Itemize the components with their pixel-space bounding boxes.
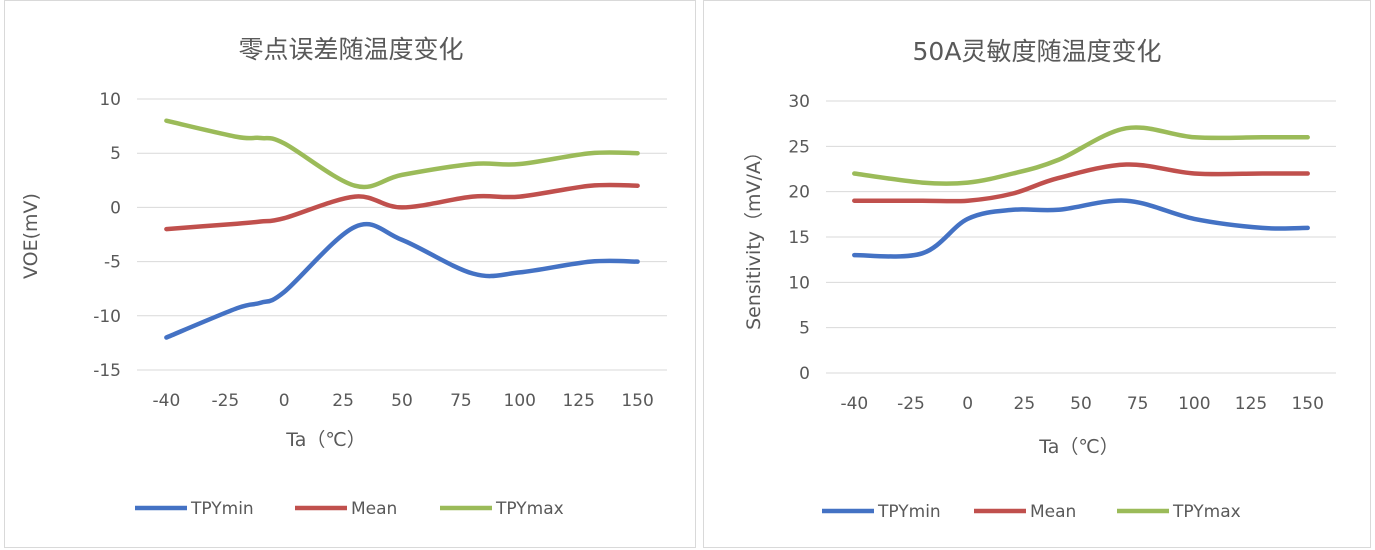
x-tick-label: 25 bbox=[332, 391, 354, 411]
x-tick-label: 75 bbox=[1127, 394, 1149, 414]
x-tick-label: 150 bbox=[621, 391, 653, 411]
y-tick-label: 15 bbox=[788, 228, 810, 248]
grid bbox=[137, 99, 667, 370]
legend-label-tpymin: TPYmin bbox=[877, 502, 941, 522]
x-tick-label: -40 bbox=[153, 391, 181, 411]
x-tick-label: 75 bbox=[450, 391, 472, 411]
y-tick-label: 20 bbox=[788, 183, 810, 203]
x-tick-label: -25 bbox=[897, 394, 925, 414]
y-tick-label: 25 bbox=[788, 137, 810, 157]
y-tick-label: 5 bbox=[799, 319, 810, 339]
y-tick-label: -10 bbox=[93, 307, 121, 327]
grid bbox=[826, 101, 1336, 373]
x-tick-label: 100 bbox=[504, 391, 536, 411]
y-tick-label: 10 bbox=[788, 273, 810, 293]
x-tick-label: 100 bbox=[1178, 394, 1210, 414]
y-tick-label: -15 bbox=[93, 361, 121, 381]
y-axis-title: Sensitivity（mV/A） bbox=[743, 142, 765, 330]
x-tick-label: 150 bbox=[1291, 394, 1323, 414]
chart-panel-voe: 零点误差随温度变化 -15 -10 -5 0 5 10 -40 -25 0 25 50 75 100 1… bbox=[4, 0, 696, 548]
y-tick-label: -5 bbox=[104, 253, 121, 273]
x-tick-labels: -40 -25 0 25 50 75 100 125 150 bbox=[153, 391, 654, 411]
y-tick-label: 5 bbox=[110, 144, 121, 164]
series-line-tpymin bbox=[166, 224, 637, 337]
voe-chart: 零点误差随温度变化 -15 -10 -5 0 5 10 -40 -25 0 25 50 75 100 1… bbox=[5, 1, 697, 549]
x-tick-label: -25 bbox=[211, 391, 239, 411]
series-line-tpymax bbox=[166, 121, 637, 187]
x-axis-title: Ta（℃） bbox=[285, 429, 365, 451]
x-tick-label: 50 bbox=[1070, 394, 1092, 414]
x-tick-label: 0 bbox=[279, 391, 290, 411]
legend-label-mean: Mean bbox=[351, 499, 397, 519]
chart-title: 50A灵敏度随温度变化 bbox=[913, 37, 1162, 66]
y-tick-labels: -15 -10 -5 0 5 10 bbox=[93, 90, 121, 381]
legend: TPYmin Mean TPYmax bbox=[135, 499, 564, 519]
x-axis-title: Ta（℃） bbox=[1038, 436, 1118, 458]
legend-label-tpymax: TPYmax bbox=[495, 499, 564, 519]
x-tick-label: 125 bbox=[562, 391, 594, 411]
y-tick-labels: 0 5 10 15 20 25 30 bbox=[788, 92, 810, 384]
y-tick-label: 0 bbox=[110, 198, 121, 218]
legend: TPYmin Mean TPYmax bbox=[822, 502, 1241, 522]
x-tick-label: 0 bbox=[962, 394, 973, 414]
series-line-tpymin bbox=[854, 201, 1307, 257]
y-axis-title: VOE(mV) bbox=[20, 193, 42, 279]
legend-label-tpymax: TPYmax bbox=[1172, 502, 1241, 522]
x-tick-labels: -40 -25 0 25 50 75 100 125 150 bbox=[840, 394, 1323, 414]
chart-panel-sensitivity: 50A灵敏度随温度变化 0 5 10 15 20 25 30 -40 -25 0 25 50 75 10… bbox=[703, 0, 1371, 548]
x-tick-label: 25 bbox=[1014, 394, 1036, 414]
chart-title: 零点误差随温度变化 bbox=[238, 35, 463, 64]
y-tick-label: 0 bbox=[799, 364, 810, 384]
y-tick-label: 30 bbox=[788, 92, 810, 112]
y-tick-label: 10 bbox=[99, 90, 121, 110]
legend-label-mean: Mean bbox=[1030, 502, 1076, 522]
legend-label-tpymin: TPYmin bbox=[190, 499, 254, 519]
x-tick-label: 125 bbox=[1235, 394, 1267, 414]
sensitivity-chart: 50A灵敏度随温度变化 0 5 10 15 20 25 30 -40 -25 0 25 50 75 10… bbox=[704, 1, 1372, 549]
x-tick-label: 50 bbox=[391, 391, 413, 411]
x-tick-label: -40 bbox=[840, 394, 868, 414]
